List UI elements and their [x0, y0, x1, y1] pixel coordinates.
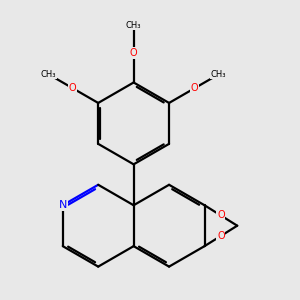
Text: O: O	[191, 83, 198, 93]
Text: O: O	[130, 48, 137, 58]
Text: O: O	[217, 231, 225, 241]
Text: O: O	[217, 211, 225, 220]
Text: CH₃: CH₃	[126, 21, 141, 30]
Text: CH₃: CH₃	[41, 70, 56, 79]
Text: O: O	[69, 83, 76, 93]
Text: N: N	[58, 200, 67, 210]
Text: CH₃: CH₃	[211, 70, 226, 79]
